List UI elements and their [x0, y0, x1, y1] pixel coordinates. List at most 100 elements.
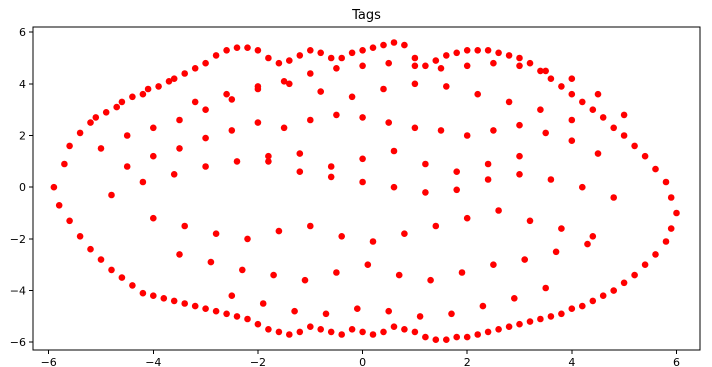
scatter-point — [327, 328, 335, 336]
scatter-point — [673, 209, 680, 217]
scatter-point — [338, 233, 346, 240]
scatter-point — [207, 258, 215, 266]
scatter-point — [223, 47, 230, 54]
scatter-point — [558, 83, 565, 90]
scatter-point — [118, 98, 126, 106]
scatter-point — [165, 78, 173, 85]
scatter-point — [139, 90, 147, 98]
scatter-point — [76, 233, 84, 240]
scatter-point — [369, 44, 377, 51]
scatter-point — [443, 83, 450, 90]
scatter-point — [286, 331, 293, 338]
scatter-point — [265, 152, 272, 160]
scatter-point — [380, 328, 387, 336]
scatter-point — [463, 214, 471, 222]
scatter-point — [411, 328, 419, 336]
scatter-point — [422, 333, 429, 341]
scatter-point — [385, 59, 393, 67]
scatter-point — [348, 93, 356, 101]
scatter-point — [118, 274, 126, 281]
scatter-point — [474, 90, 482, 98]
scatter-point — [280, 78, 288, 85]
scatter-point — [652, 251, 659, 258]
scatter-point — [87, 245, 94, 253]
scatter-point — [594, 90, 602, 98]
scatter-point — [505, 323, 513, 331]
scatter-point — [97, 145, 105, 152]
scatter-point — [662, 238, 670, 245]
scatter-point — [558, 225, 565, 232]
scatter-point — [139, 289, 147, 297]
scatter-point — [369, 238, 377, 245]
scatter-point — [610, 194, 617, 201]
scatter-point — [537, 67, 544, 75]
scatter-point — [380, 41, 387, 49]
scatter-point — [422, 160, 429, 168]
scatter-point — [181, 70, 188, 77]
scatter-point — [484, 328, 492, 336]
scatter-point — [244, 44, 251, 51]
scatter-point — [364, 261, 372, 269]
scatter-point — [579, 183, 586, 191]
scatter-point — [516, 152, 523, 160]
scatter-point — [401, 41, 408, 49]
scatter-point — [202, 59, 209, 67]
scatter-point — [599, 114, 607, 121]
scatter-point — [432, 222, 440, 230]
scatter-point — [76, 129, 84, 137]
scatter-point — [212, 52, 220, 59]
scatter-point — [123, 163, 131, 170]
axes: −6 −4 −2 0 2 4 6 −6 −4 −2 0 2 4 6 — [10, 26, 701, 367]
scatter-point — [579, 302, 586, 310]
scatter-point — [170, 171, 178, 178]
scatter-point — [359, 328, 366, 336]
scatter-point — [223, 310, 230, 318]
scatter-point — [359, 155, 366, 163]
scatter-point — [155, 83, 162, 90]
scatter-point — [191, 98, 199, 106]
scatter-point — [233, 313, 241, 320]
scatter-point — [516, 121, 523, 129]
scatter-point — [474, 47, 482, 54]
scatter-point — [254, 47, 262, 54]
x-tick-label: −2 — [250, 356, 266, 367]
scatter-point — [453, 49, 461, 57]
scatter-point — [495, 49, 502, 57]
scatter-point — [511, 295, 518, 302]
scatter-point — [270, 271, 277, 279]
scatter-point — [453, 186, 461, 194]
scatter-point — [212, 307, 220, 315]
scatter-point — [584, 240, 591, 248]
x-tick-label: −4 — [145, 356, 161, 367]
scatter-point — [516, 62, 523, 70]
scatter-point — [191, 65, 199, 72]
scatter-point — [411, 62, 419, 70]
scatter-point — [641, 261, 649, 269]
scatter-point — [265, 54, 272, 62]
scatter-point — [390, 323, 398, 331]
plot-frame — [32, 26, 701, 351]
scatter-point — [411, 54, 419, 62]
scatter-point — [239, 266, 246, 274]
scatter-point — [495, 326, 502, 333]
scatter-point — [443, 336, 450, 344]
scatter-point — [348, 49, 356, 57]
chart-title: Tags — [351, 8, 381, 23]
scatter-point — [537, 106, 544, 113]
scatter-point — [620, 132, 628, 139]
scatter-point — [610, 287, 617, 294]
scatter-point — [301, 276, 309, 284]
scatter-point — [286, 80, 293, 88]
scatter-point — [338, 54, 346, 62]
scatter-point — [568, 305, 576, 313]
scatter-point — [291, 307, 298, 315]
scatter-point — [594, 150, 602, 157]
scatter-point — [542, 129, 549, 137]
scatter-point — [176, 145, 183, 152]
scatter-point — [505, 98, 513, 106]
scatter-point — [526, 217, 534, 225]
scatter-point — [526, 318, 534, 325]
scatter-point — [516, 54, 523, 62]
scatter-point — [280, 124, 288, 132]
scatter-point — [348, 326, 356, 333]
